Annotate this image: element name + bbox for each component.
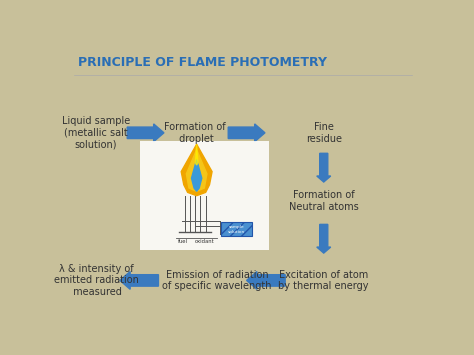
FancyArrow shape: [246, 272, 285, 289]
Text: Fine
residue: Fine residue: [306, 122, 342, 144]
FancyArrow shape: [228, 124, 265, 142]
FancyArrow shape: [120, 272, 158, 289]
FancyArrow shape: [317, 224, 331, 253]
Text: λ & intensity of
emitted radiation
 measured: λ & intensity of emitted radiation measu…: [54, 264, 138, 297]
FancyBboxPatch shape: [140, 141, 269, 250]
Text: Liquid sample
(metallic salt
solution): Liquid sample (metallic salt solution): [62, 116, 130, 149]
FancyArrow shape: [317, 153, 331, 182]
Text: Excitation of atom
by thermal energy: Excitation of atom by thermal energy: [279, 269, 369, 291]
Text: Emission of radiation
of specific wavelength: Emission of radiation of specific wavele…: [163, 269, 272, 291]
FancyArrow shape: [127, 124, 164, 142]
Text: PRINCIPLE OF FLAME PHOTOMETRY: PRINCIPLE OF FLAME PHOTOMETRY: [78, 56, 327, 69]
Text: Formation of
 droplet: Formation of droplet: [164, 122, 226, 144]
Text: Formation of
Neutral atoms: Formation of Neutral atoms: [289, 190, 359, 212]
